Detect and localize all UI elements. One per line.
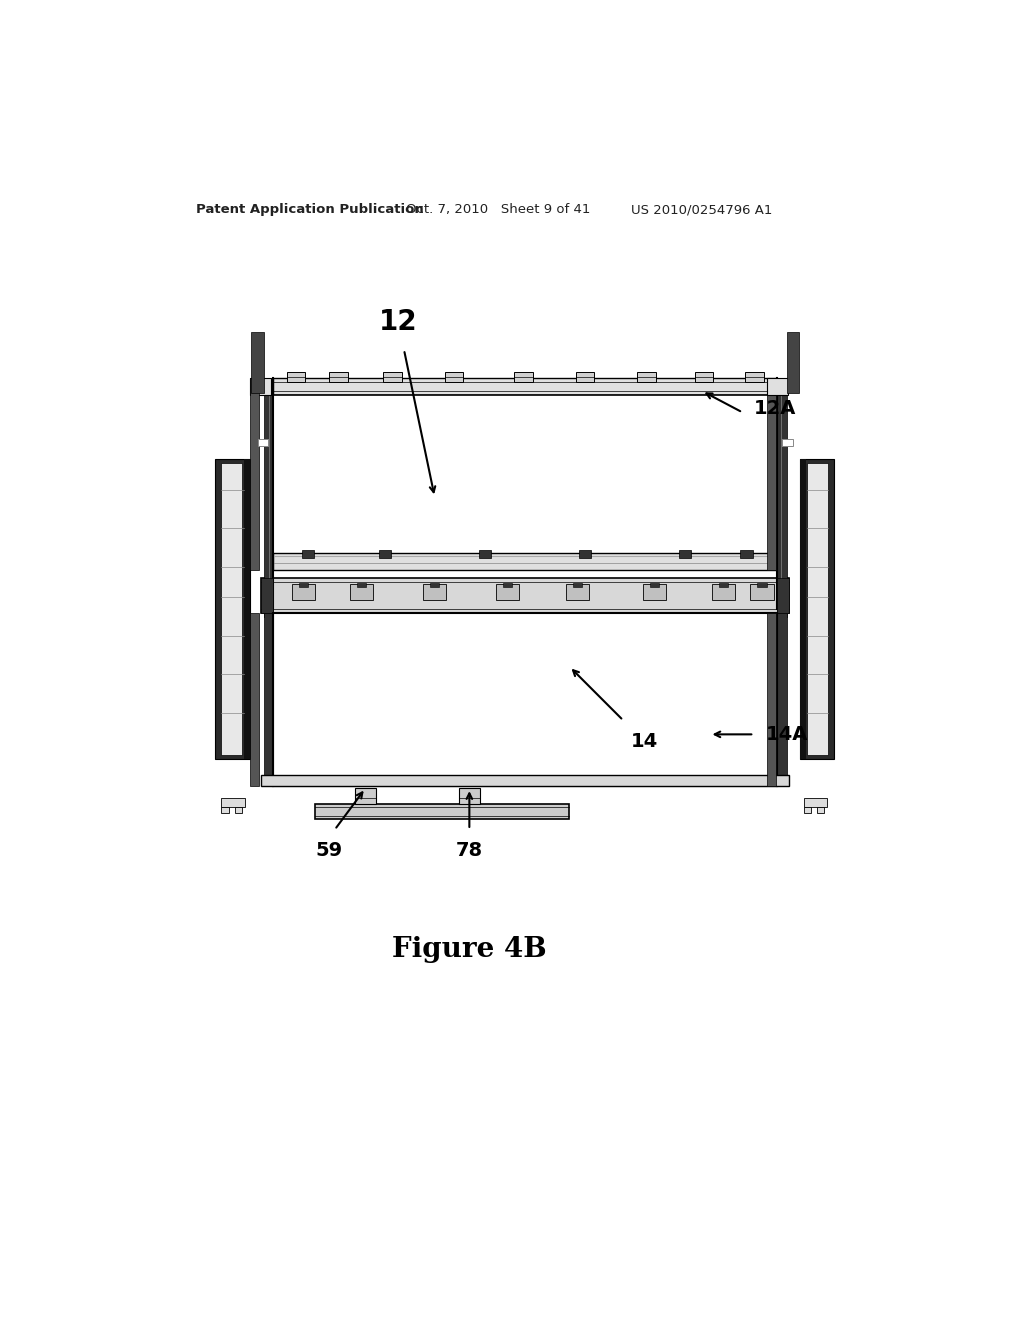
Bar	[777, 378, 786, 616]
Bar	[315, 804, 569, 818]
Bar	[287, 372, 305, 383]
Bar	[215, 459, 250, 759]
Bar	[250, 378, 271, 395]
Bar	[807, 462, 828, 755]
Bar	[643, 585, 666, 599]
Bar	[751, 585, 773, 599]
Bar	[244, 459, 250, 759]
Bar	[712, 585, 735, 599]
Bar	[383, 372, 401, 383]
Bar	[777, 578, 788, 612]
Text: Oct. 7, 2010   Sheet 9 of 41: Oct. 7, 2010 Sheet 9 of 41	[407, 203, 591, 216]
Bar	[459, 788, 480, 804]
Bar	[221, 797, 245, 807]
Bar	[782, 440, 793, 446]
Text: Figure 4B: Figure 4B	[392, 936, 547, 964]
Bar	[261, 578, 788, 612]
Bar	[786, 331, 799, 393]
Bar	[503, 582, 512, 587]
Bar	[695, 372, 714, 383]
Bar	[234, 807, 243, 813]
Bar	[800, 459, 806, 759]
Bar	[579, 550, 591, 558]
Bar	[767, 378, 776, 570]
Bar	[767, 378, 788, 395]
Bar	[565, 585, 589, 599]
Bar	[572, 582, 582, 587]
Bar	[379, 550, 391, 558]
Bar	[299, 582, 308, 587]
Bar	[330, 372, 348, 383]
Bar	[430, 582, 439, 587]
Bar	[575, 372, 594, 383]
Text: 12A: 12A	[755, 399, 797, 418]
Bar	[261, 775, 788, 785]
Bar	[637, 372, 655, 383]
Bar	[719, 582, 728, 587]
Bar	[679, 550, 691, 558]
Bar	[350, 585, 373, 599]
Bar	[357, 582, 367, 587]
Text: US 2010/0254796 A1: US 2010/0254796 A1	[631, 203, 772, 216]
Text: Patent Application Publication: Patent Application Publication	[196, 203, 424, 216]
Bar	[264, 612, 273, 785]
Bar	[301, 550, 313, 558]
Bar	[444, 372, 463, 383]
Bar	[777, 612, 786, 785]
Bar	[767, 612, 776, 785]
Bar	[221, 807, 229, 813]
Bar	[740, 550, 753, 558]
Bar	[800, 459, 835, 759]
Bar	[273, 553, 777, 570]
Bar	[497, 585, 519, 599]
Text: 14A: 14A	[766, 725, 808, 744]
Bar	[745, 372, 764, 383]
Bar	[816, 807, 824, 813]
Bar	[354, 788, 376, 804]
Bar	[273, 378, 777, 395]
Bar	[250, 612, 259, 785]
Bar	[261, 578, 273, 612]
Bar	[258, 440, 268, 446]
Bar	[423, 585, 446, 599]
Bar	[804, 797, 826, 807]
Bar	[252, 331, 264, 393]
Text: 59: 59	[315, 841, 343, 861]
Bar	[250, 378, 259, 570]
Bar	[804, 807, 811, 813]
Text: 14: 14	[631, 733, 658, 751]
Bar	[649, 582, 658, 587]
Bar	[514, 372, 532, 383]
Bar	[221, 462, 243, 755]
Bar	[273, 612, 777, 785]
Bar	[758, 582, 767, 587]
Bar	[292, 585, 315, 599]
Bar	[273, 395, 777, 570]
Text: 78: 78	[456, 841, 483, 861]
Bar	[264, 378, 273, 616]
Text: 12: 12	[379, 308, 417, 335]
Bar	[478, 550, 490, 558]
